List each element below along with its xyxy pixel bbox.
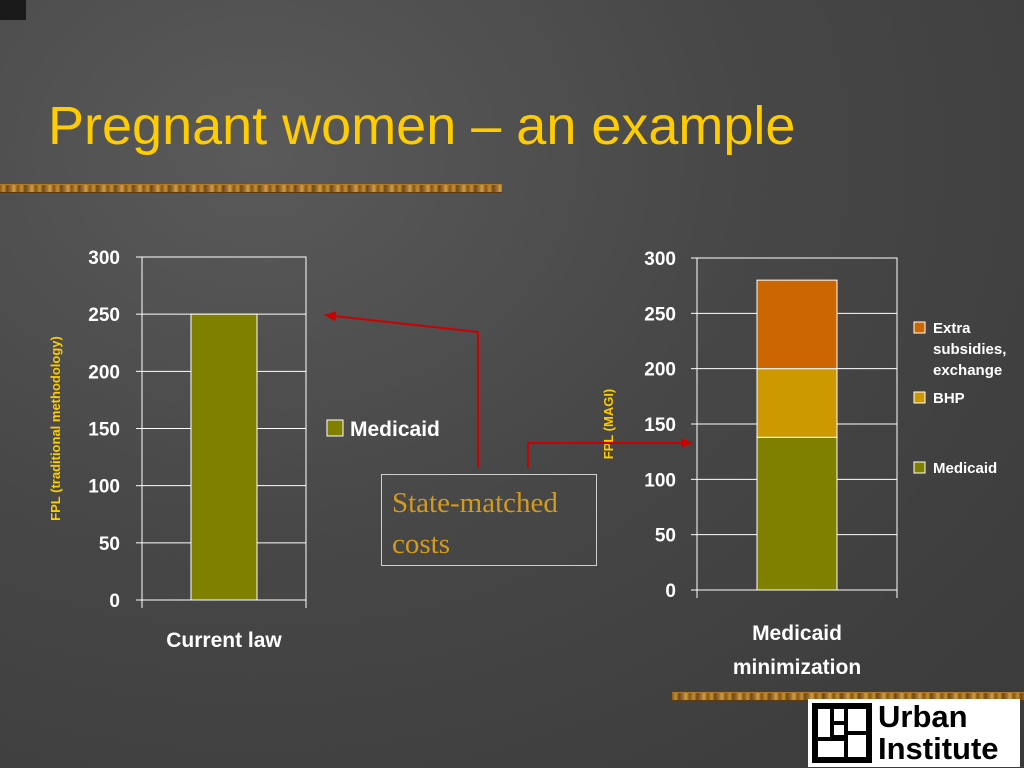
y-tick-label: 250 — [644, 304, 676, 325]
y-tick-label: 0 — [109, 591, 120, 612]
legend-label: BHP — [933, 390, 965, 407]
bar-bhp — [756, 368, 838, 438]
y-tick-label: 250 — [88, 305, 120, 326]
legend-label: Extra subsidies, exchange — [933, 320, 1006, 379]
y-tick-label: 200 — [644, 360, 676, 381]
y-tick-label: 300 — [644, 249, 676, 270]
category-label: Current law — [166, 629, 282, 652]
callout-arrow-right — [527, 438, 693, 468]
callout-arrow-left — [324, 311, 479, 468]
logo-text-line1: Urban — [878, 699, 968, 734]
y-tick-label: 150 — [644, 415, 676, 436]
bar-extra-subsidies-exchange — [756, 279, 838, 370]
y-axis-title: FPL (traditional methodology) — [48, 336, 63, 521]
bar-medicaid — [756, 436, 838, 591]
y-tick-label: 0 — [665, 581, 676, 602]
urban-institute-logo: Urban Institute — [808, 699, 1020, 767]
legend-swatch — [913, 461, 926, 474]
legend-label: Medicaid — [933, 460, 997, 477]
chart-current-law: 0 50 100 150 200 250 300 FPL (traditional metho… — [48, 248, 440, 652]
chart-medicaid-minimization: 0 50 100 150 200 250 300 FPL (MAGI) Medicaid mini… — [601, 249, 1006, 679]
y-tick-label: 50 — [655, 526, 676, 547]
category-label-line: minimization — [733, 656, 861, 679]
category-label-line: Medicaid — [752, 622, 842, 645]
state-matched-costs-callout: State-matched costs — [381, 474, 597, 566]
y-tick-label: 100 — [88, 477, 120, 498]
y-tick-label: 300 — [88, 248, 120, 269]
legend-swatch — [913, 321, 926, 334]
y-tick-label: 50 — [99, 534, 120, 555]
urban-institute-logo-mark — [812, 703, 872, 763]
legend-swatch — [913, 391, 926, 404]
logo-text-line2: Institute — [878, 731, 999, 766]
decorative-divider-top — [0, 184, 502, 193]
slide-title: Pregnant women – an example — [48, 96, 796, 156]
y-axis-title: FPL (MAGI) — [601, 389, 616, 460]
bar-medicaid — [190, 313, 258, 601]
y-tick-label: 200 — [88, 362, 120, 383]
y-tick-label: 150 — [88, 420, 120, 441]
legend-label: Medicaid — [350, 418, 440, 441]
corner-mark — [0, 0, 26, 20]
legend-swatch — [326, 419, 344, 437]
y-tick-label: 100 — [644, 470, 676, 491]
